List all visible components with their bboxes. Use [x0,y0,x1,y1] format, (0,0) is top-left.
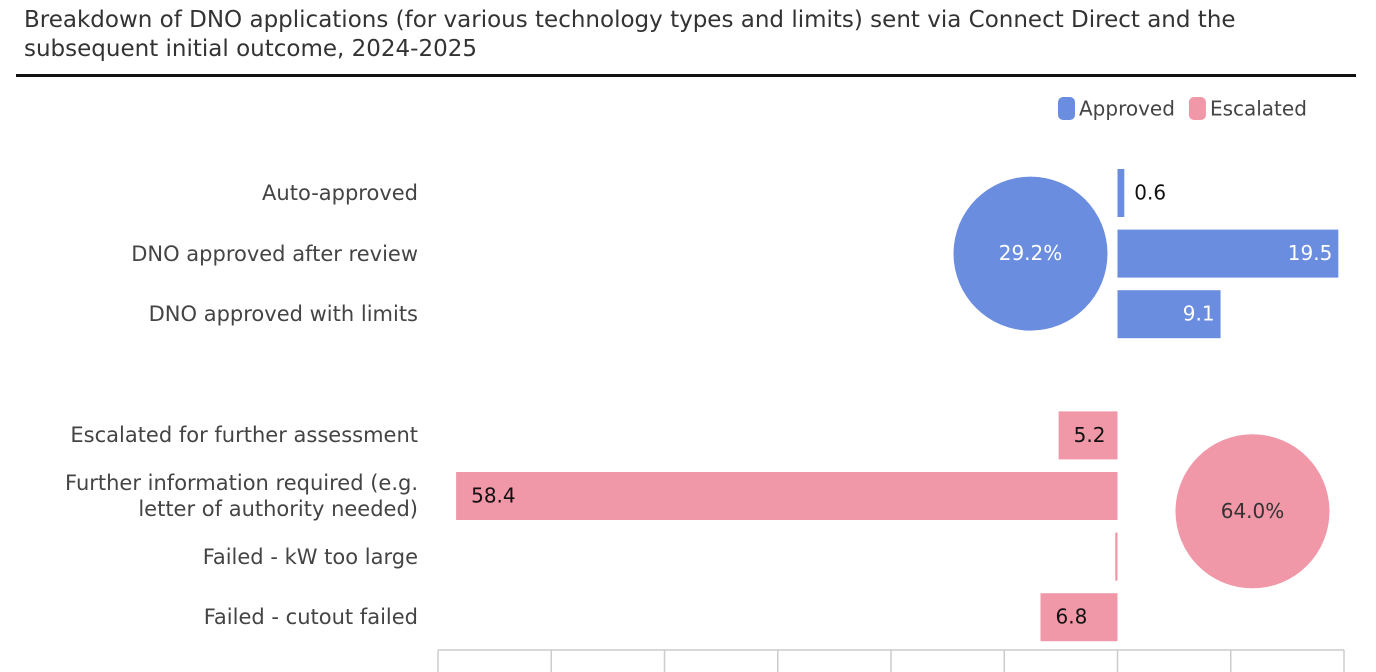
chart-title: Breakdown of DNO applications (for vario… [24,7,1236,62]
category-label: Failed - cutout failed [203,605,418,630]
value-label: 9.1 [1183,302,1215,326]
category-label: Further information required (e.g. lette… [65,471,418,521]
bar [1117,229,1339,278]
legend-swatch [1188,97,1206,120]
legend-label: Escalated [1210,97,1307,121]
value-label: 58.4 [471,484,516,508]
total-circle [1175,434,1330,589]
value-label: 5.2 [1074,423,1106,447]
category-label: Failed - kW too large [202,544,418,569]
legend-label: Approved [1079,97,1175,121]
category-label: DNO approved with limits [148,302,418,327]
category-label: DNO approved after review [131,241,418,266]
value-label: 0.6 [1134,181,1166,205]
value-label: 6.8 [1055,605,1087,629]
title-rule [16,74,1356,77]
total-circle [953,176,1108,331]
bar [1117,290,1221,339]
bar [1040,593,1118,642]
category-label: Auto-approved [262,181,418,205]
bar [456,472,1118,520]
category-label: Escalated for further assessment [70,423,418,448]
bar [1058,411,1118,460]
bar [1117,169,1125,217]
bar [1115,532,1118,581]
value-label: 19.5 [1288,241,1333,265]
total-label: 64.0% [1221,499,1285,523]
total-label: 29.2% [999,241,1063,265]
legend-swatch [1058,97,1075,120]
